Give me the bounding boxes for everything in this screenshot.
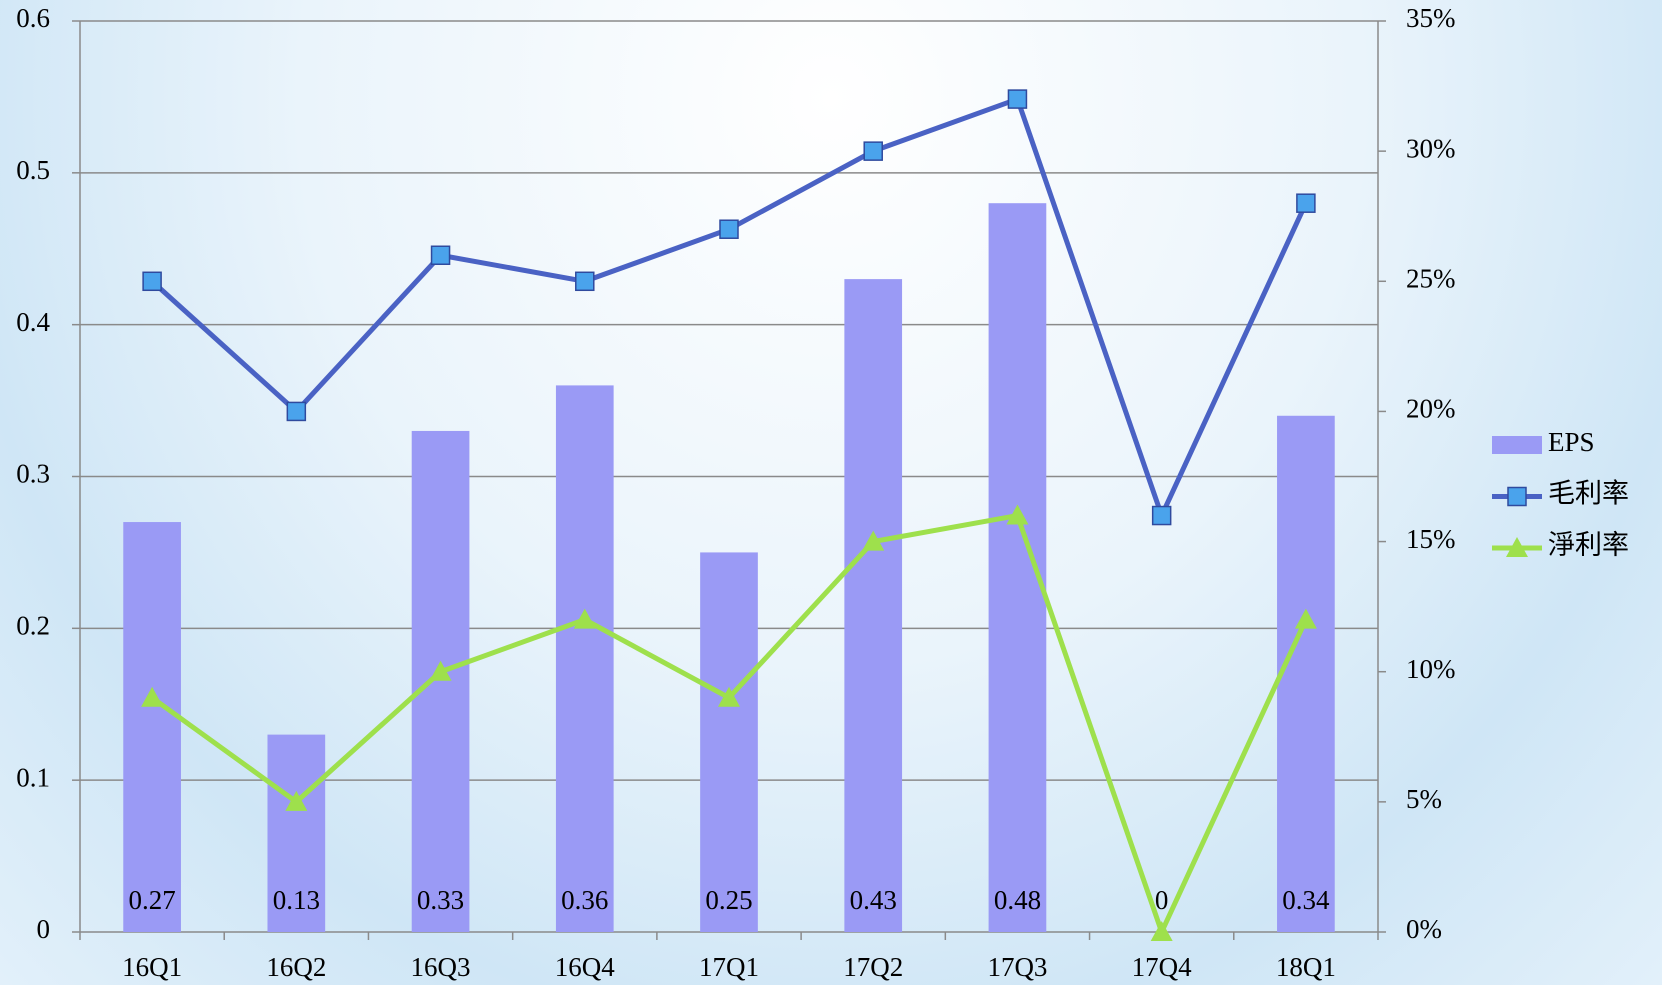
marker [862,530,885,551]
marker [141,686,164,707]
y2-tick-label: 25% [1406,263,1456,293]
y-tick-label: 0.1 [16,762,50,792]
bar [267,734,326,932]
legend-marker [1507,486,1527,507]
data-label: 0.27 [128,885,175,915]
data-label: 0.33 [417,885,464,915]
line [150,95,1309,523]
legend-marker [1506,537,1528,557]
marker [719,219,739,239]
y2-tick-label: 0% [1406,914,1442,944]
y-tick-label: 0 [37,914,51,944]
x-tick-label: 17Q3 [987,952,1047,982]
data-label: 0.43 [850,885,897,915]
y2-tick-label: 35% [1406,3,1456,33]
data-label: 0.25 [705,885,752,915]
x-tick-label: 16Q4 [555,952,615,982]
data-label: 0.13 [273,885,320,915]
marker [1006,504,1029,525]
marker [429,660,452,681]
marker [1150,921,1173,941]
bar [411,430,470,932]
bar [555,385,614,932]
bar [844,279,903,932]
marker [1294,608,1317,629]
y2-tick-label: 30% [1406,133,1456,163]
data-label: 0 [1155,885,1169,915]
marker [1007,89,1028,109]
y2-tick-label: 10% [1406,654,1456,684]
bar [123,522,181,932]
marker [573,608,596,629]
marker [1151,505,1172,526]
x-tick-label: 17Q1 [699,952,759,982]
y2-tick-label: 5% [1406,784,1442,814]
marker [430,245,451,266]
marker [286,401,307,422]
legend-label: EPS [1548,427,1595,457]
x-tick-label: 17Q4 [1132,952,1192,982]
legend-label: 毛利率 [1548,479,1629,509]
legend-swatch [1492,436,1542,454]
y-tick-label: 0.4 [16,307,50,337]
y-tick-label: 0.6 [16,3,50,33]
x-tick-label: 16Q2 [266,952,326,982]
marker [863,141,883,161]
x-tick-label: 17Q2 [843,952,903,982]
y2-tick-label: 15% [1406,524,1456,554]
y2-tick-label: 20% [1406,394,1456,424]
marker [718,686,740,707]
marker [1296,193,1316,213]
data-label: 0.34 [1282,885,1330,915]
marker [575,271,595,292]
y-tick-label: 0.3 [16,459,50,489]
marker [142,271,162,292]
x-tick-label: 16Q1 [122,952,182,982]
y-tick-label: 0.5 [16,155,50,185]
legend-label: 淨利率 [1548,530,1629,560]
marker [285,790,308,811]
bar [1277,415,1335,932]
y-tick-label: 0.2 [16,611,50,641]
bar [700,552,758,932]
data-label: 0.36 [561,885,608,915]
data-label: 0.48 [994,885,1041,915]
x-tick-label: 16Q3 [411,952,471,982]
x-tick-label: 18Q1 [1276,952,1336,982]
